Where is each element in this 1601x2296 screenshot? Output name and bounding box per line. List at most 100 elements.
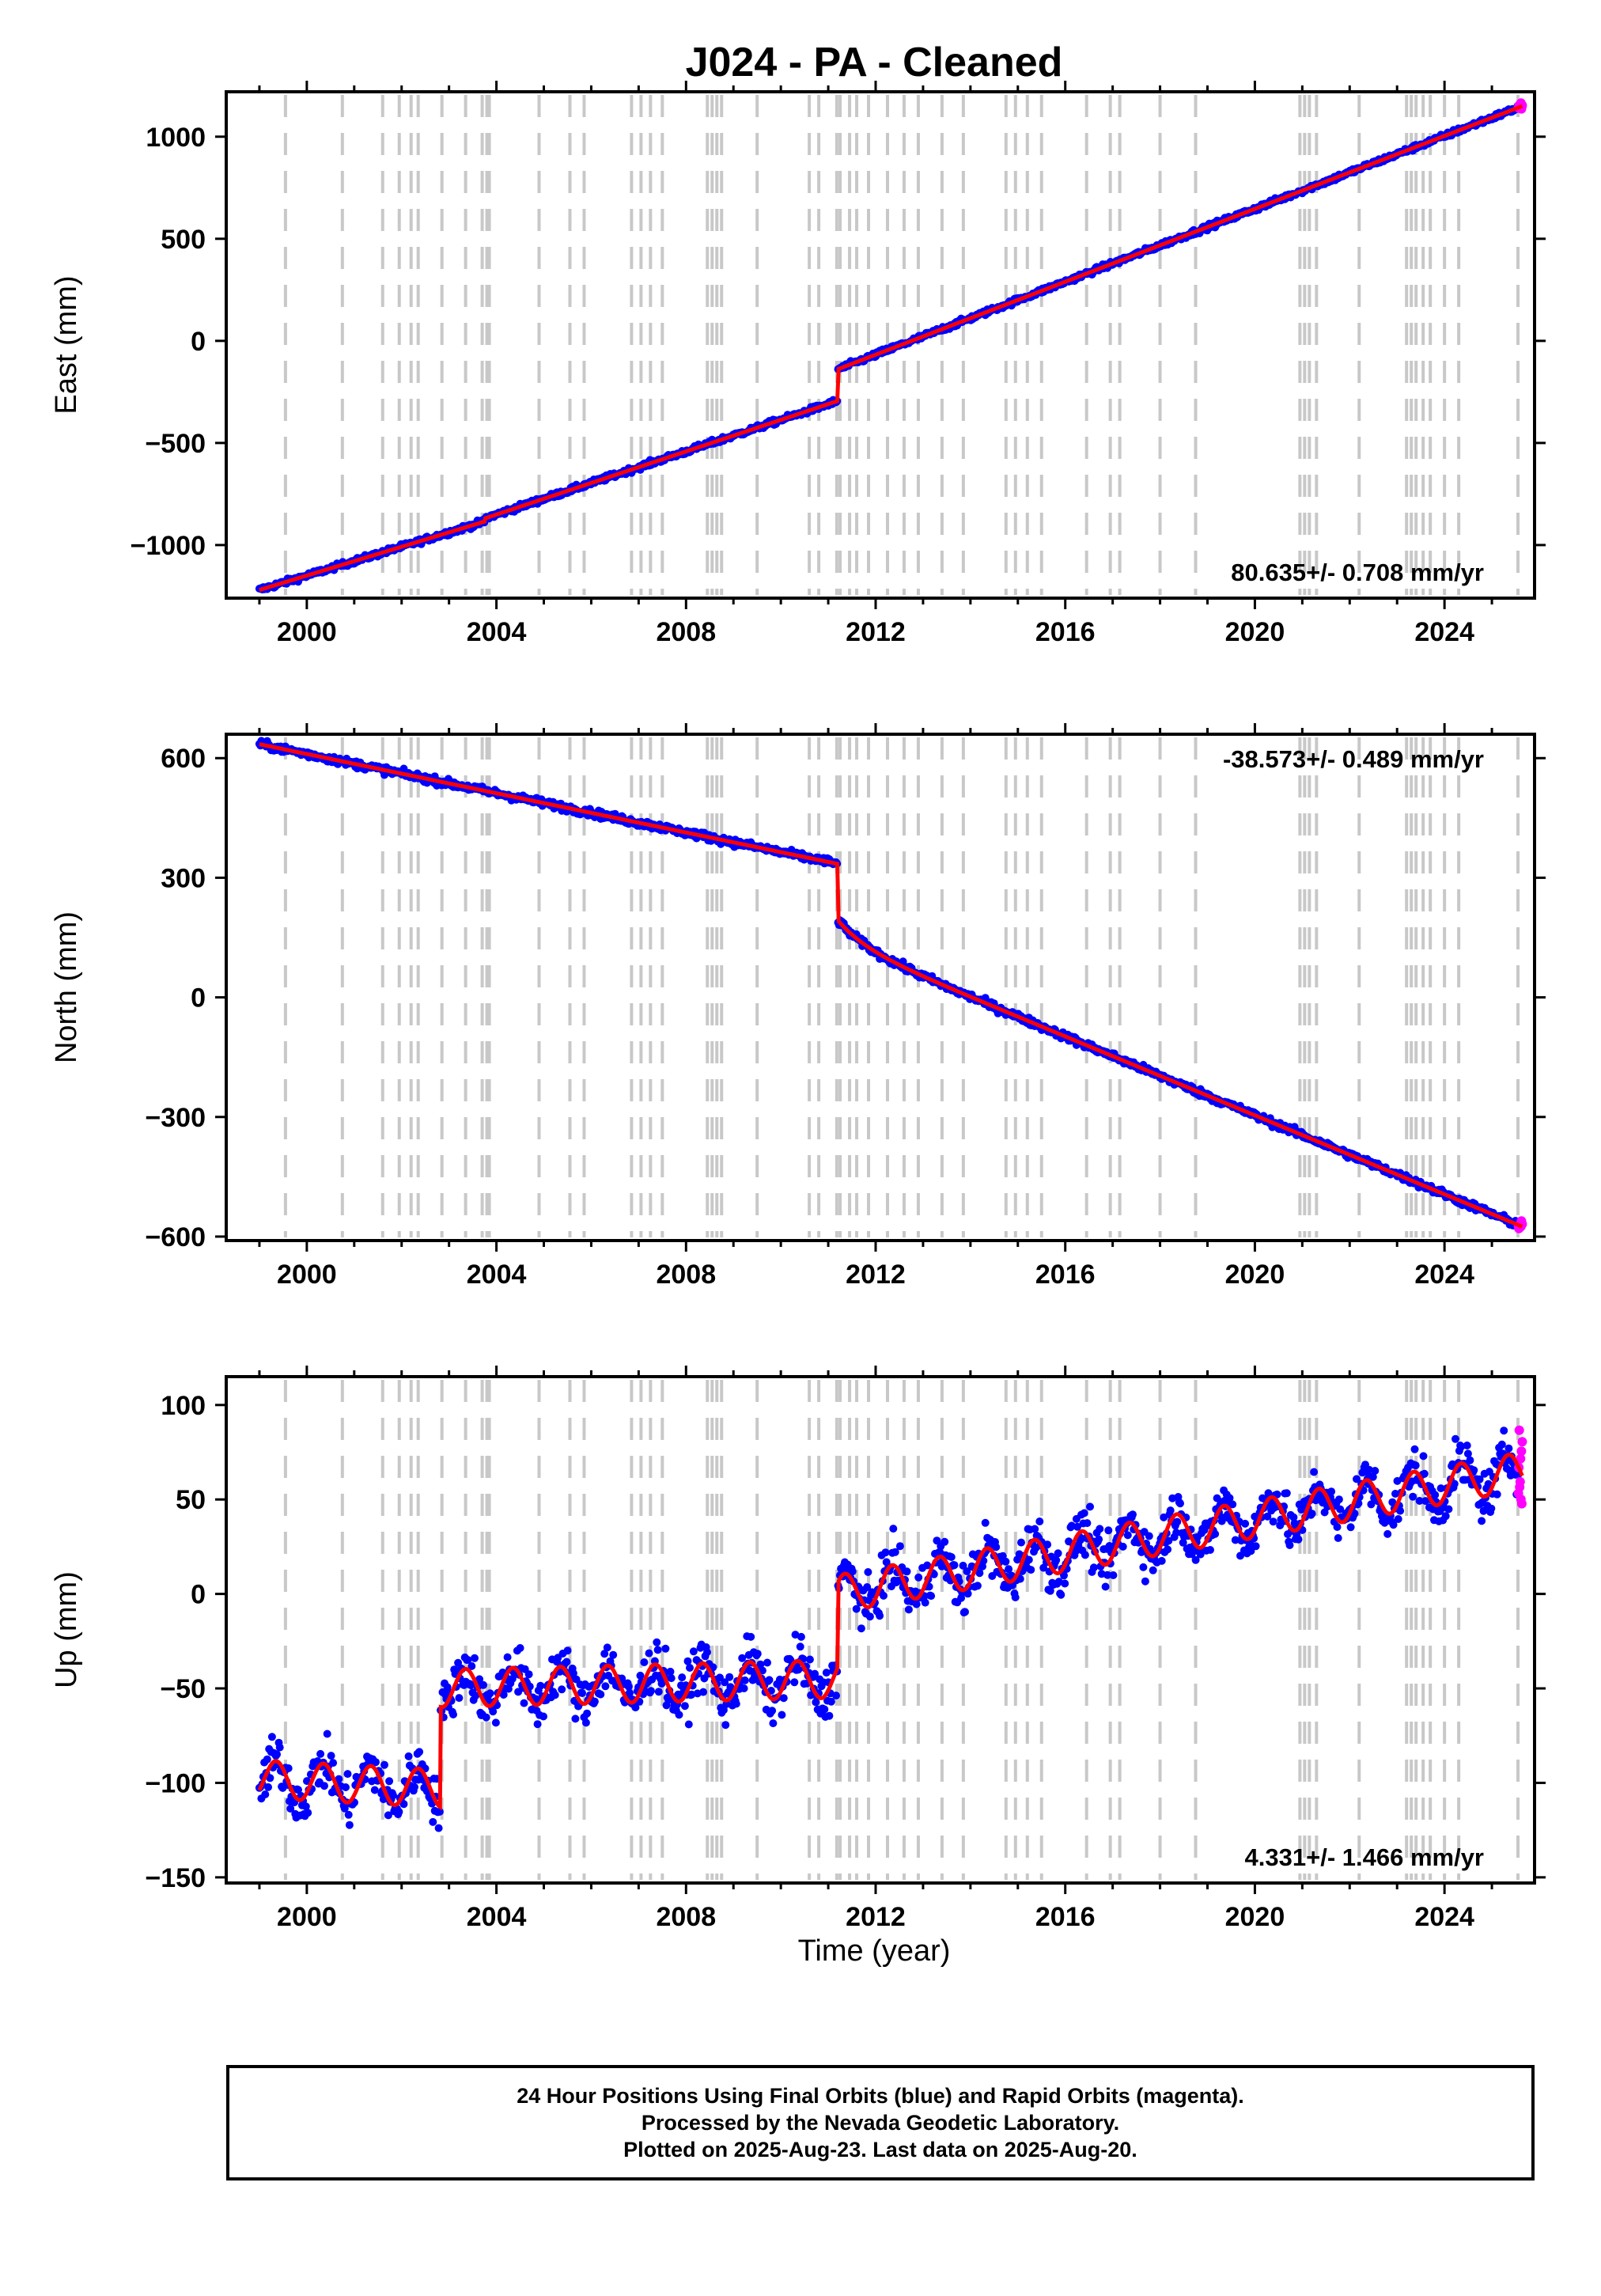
north-xtick-label: 2024: [1414, 1260, 1474, 1290]
panel-up: 2000 2004 2008 2012 2016 2020 2024 100 50 0 −50 −10…: [50, 1366, 1546, 1932]
up-point: [340, 1804, 349, 1813]
footer-line-3: Plotted on 2025-Aug-23. Last data on 202…: [623, 2138, 1137, 2161]
up-observations: [255, 1425, 1527, 1832]
up-point: [372, 1758, 380, 1767]
up-point: [429, 1817, 437, 1826]
up-point: [921, 1598, 929, 1607]
up-point: [889, 1525, 898, 1533]
up-point: [434, 1824, 443, 1832]
up-point: [822, 1669, 831, 1677]
up-point: [516, 1644, 524, 1652]
up-point: [1057, 1590, 1065, 1599]
up-xtick-label: 2000: [277, 1902, 337, 1932]
up-xtick-label: 2020: [1225, 1902, 1285, 1932]
up-xtick-label: 2012: [846, 1902, 906, 1932]
panel-east: 2000 2004 2008 2012 2016 2020 2024 1000 500 0 −500…: [50, 81, 1546, 647]
footer-line-1: 24 Hour Positions Using Final Orbits (bl…: [517, 2084, 1244, 2108]
up-ytick-label: 0: [191, 1580, 206, 1610]
up-point: [790, 1678, 799, 1687]
up-rapid-point: [1515, 1476, 1525, 1487]
up-point: [927, 1592, 936, 1601]
up-point: [805, 1655, 814, 1664]
up-point: [684, 1720, 693, 1729]
up-point: [329, 1759, 338, 1767]
up-point: [654, 1688, 663, 1696]
east-xtick-label: 2012: [846, 617, 906, 647]
up-point: [1164, 1545, 1172, 1554]
up-point: [264, 1783, 272, 1791]
up-point: [1487, 1504, 1496, 1513]
up-point: [981, 1518, 990, 1527]
up-point: [345, 1821, 354, 1829]
up-point: [1083, 1519, 1092, 1528]
up-rate-label: 4.331+/- 1.466 mm/yr: [1245, 1843, 1484, 1871]
up-point: [1054, 1549, 1062, 1558]
up-point: [769, 1719, 778, 1728]
east-xtick-label: 2024: [1414, 617, 1474, 647]
up-point: [1157, 1556, 1166, 1565]
north-frame: [225, 733, 1536, 1242]
north-ytick-label: 0: [191, 983, 206, 1013]
east-xtick-label: 2004: [467, 617, 527, 647]
up-point: [1334, 1495, 1343, 1504]
up-point: [678, 1673, 687, 1682]
up-point: [914, 1573, 923, 1582]
up-point: [558, 1685, 566, 1694]
up-point: [536, 1681, 545, 1690]
up-point: [1334, 1534, 1342, 1542]
up-point: [1444, 1505, 1453, 1514]
up-point: [404, 1752, 413, 1760]
up-point: [335, 1775, 343, 1783]
east-xtick-label: 2020: [1225, 617, 1285, 647]
up-point: [732, 1699, 740, 1708]
up-ytick-label: −50: [160, 1674, 206, 1704]
up-point: [551, 1691, 559, 1699]
up-point: [316, 1749, 325, 1758]
up-point: [342, 1783, 350, 1791]
up-rapid-point: [1516, 1446, 1527, 1457]
up-point: [738, 1654, 747, 1662]
up-point: [1129, 1510, 1137, 1519]
up-point: [1310, 1468, 1319, 1476]
north-rate-label: -38.573+/- 0.489 mm/yr: [1223, 745, 1484, 773]
footer-box: 24 Hour Positions Using Final Orbits (bl…: [226, 2065, 1535, 2180]
up-point: [1141, 1577, 1149, 1586]
up-point: [1043, 1540, 1052, 1549]
up-point: [275, 1743, 284, 1752]
up-point: [563, 1646, 572, 1655]
up-point: [903, 1567, 911, 1576]
up-rapid-point: [1517, 1437, 1527, 1447]
north-ytick-label: 300: [161, 863, 206, 893]
up-point: [273, 1750, 281, 1759]
up-point: [389, 1791, 397, 1800]
north-ytick-label: −300: [145, 1103, 206, 1133]
up-point: [323, 1730, 331, 1738]
up-xtick-label: 2016: [1035, 1902, 1096, 1932]
north-model-line: [259, 742, 1523, 1229]
up-point: [1394, 1515, 1402, 1523]
east-rate-label: 80.635+/- 0.708 mm/yr: [1231, 559, 1484, 586]
east-xtick-label: 2016: [1035, 617, 1096, 647]
north-observations: [255, 737, 1527, 1233]
footer-line-2: Processed by the Nevada Geodetic Laborat…: [641, 2111, 1120, 2135]
chart-title: J024 - PA - Cleaned: [686, 40, 1063, 85]
up-point: [686, 1664, 694, 1672]
up-point: [482, 1713, 490, 1722]
up-point: [520, 1699, 528, 1707]
up-point: [794, 1665, 803, 1674]
panel-north: 2000 2004 2008 2012 2016 2020 2024 600 300 0 −300 −…: [50, 723, 1546, 1290]
up-model-line: [257, 1453, 1524, 1811]
up-point: [653, 1638, 661, 1646]
up-point: [609, 1650, 618, 1659]
up-point: [797, 1632, 805, 1641]
up-point: [880, 1591, 888, 1600]
up-point: [1095, 1535, 1103, 1544]
up-point: [267, 1733, 276, 1741]
up-point: [699, 1688, 708, 1696]
up-point: [1410, 1445, 1419, 1453]
up-point: [411, 1783, 418, 1791]
up-point: [435, 1807, 444, 1816]
up-point: [1080, 1509, 1088, 1517]
up-point: [1123, 1531, 1132, 1540]
up-point: [1269, 1517, 1277, 1526]
